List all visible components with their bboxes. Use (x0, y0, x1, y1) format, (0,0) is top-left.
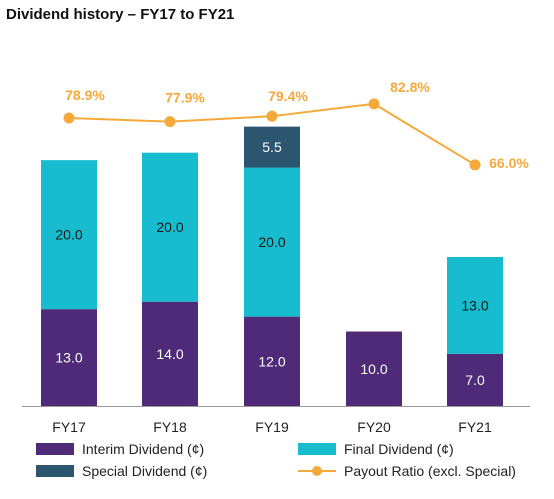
bar-interim-fy18 (142, 301, 198, 406)
x-tick-label-fy21: FY21 (458, 419, 492, 435)
payout-point-fy21 (469, 159, 481, 171)
data-label-interim-fy21: 7.0 (465, 372, 485, 388)
payout-point-fy19 (266, 110, 278, 122)
legend-special: Special Dividend (¢) (36, 463, 207, 479)
payout-point-fy17 (63, 112, 75, 124)
payout-label-fy17: 78.9% (65, 87, 105, 103)
bar-interim-fy20 (346, 331, 402, 406)
bar-final-fy17 (41, 160, 97, 310)
legend-label-payout: Payout Ratio (excl. Special) (344, 463, 516, 479)
bar-final-fy21 (447, 257, 503, 354)
legend-swatch-payout (298, 465, 336, 477)
bar-special-fy19 (244, 126, 300, 168)
legend-swatch-interim (36, 443, 74, 455)
payout-label-fy21: 66.0% (489, 155, 529, 171)
legend-label-final: Final Dividend (¢) (344, 441, 454, 457)
bar-final-fy19 (244, 167, 300, 317)
payout-label-fy18: 77.9% (165, 90, 205, 106)
bar-interim-fy17 (41, 309, 97, 406)
x-tick-label-fy17: FY17 (52, 419, 86, 435)
legend-swatch-special (36, 465, 74, 477)
data-label-final-fy21: 13.0 (461, 297, 488, 313)
data-label-special-fy19: 5.5 (262, 139, 282, 155)
data-label-interim-fy19: 12.0 (258, 353, 285, 369)
payout-label-fy20: 82.8% (390, 79, 430, 95)
x-tick-label-fy19: FY19 (255, 419, 289, 435)
data-label-final-fy19: 20.0 (258, 234, 285, 250)
data-label-interim-fy17: 13.0 (55, 350, 82, 366)
legend-swatch-final (298, 443, 336, 455)
x-tick-label-fy20: FY20 (357, 419, 391, 435)
legend-payout: Payout Ratio (excl. Special) (298, 463, 516, 479)
data-label-interim-fy20: 10.0 (360, 361, 387, 377)
chart-title: Dividend history – FY17 to FY21 (6, 6, 235, 23)
payout-point-fy18 (164, 116, 176, 128)
bar-final-fy18 (142, 152, 198, 302)
legend-final: Final Dividend (¢) (298, 441, 454, 457)
payout-label-fy19: 79.4% (268, 88, 308, 104)
payout-point-fy20 (368, 98, 380, 110)
bar-interim-fy19 (244, 316, 300, 406)
bar-interim-fy21 (447, 353, 503, 406)
data-label-final-fy17: 20.0 (55, 227, 82, 243)
legend-label-special: Special Dividend (¢) (82, 463, 208, 479)
data-label-final-fy18: 20.0 (156, 219, 183, 235)
legend-interim: Interim Dividend (¢) (36, 441, 204, 457)
x-tick-label-fy18: FY18 (153, 419, 187, 435)
legend-label-interim: Interim Dividend (¢) (82, 441, 205, 457)
data-label-interim-fy18: 14.0 (156, 346, 183, 362)
